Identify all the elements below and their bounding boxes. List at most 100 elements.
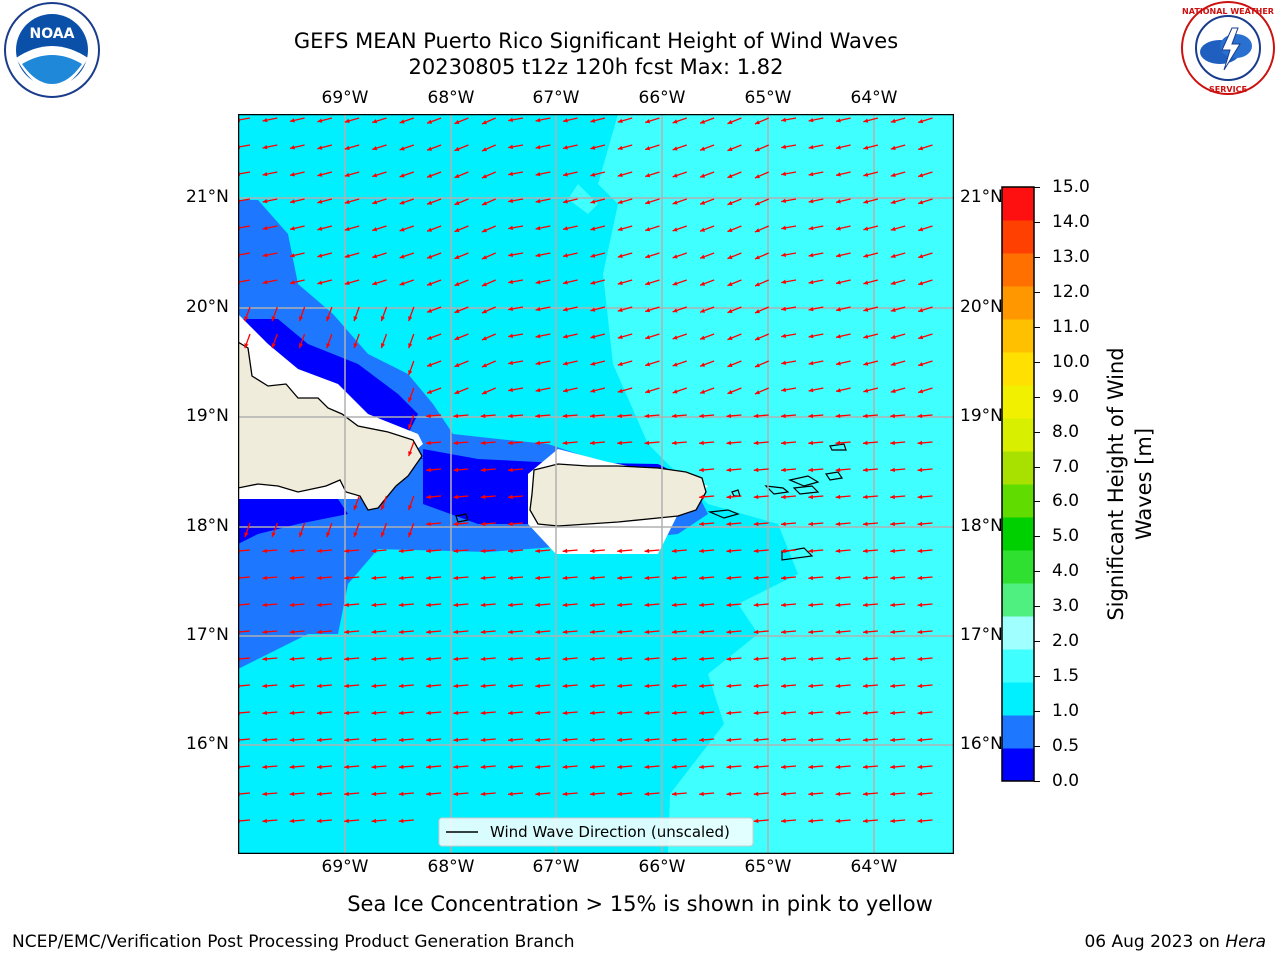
wind-wave-arrowhead	[862, 791, 868, 797]
wind-wave-arrowhead	[754, 336, 760, 341]
wind-wave-arrowhead	[754, 363, 760, 368]
wind-wave-arrowhead	[371, 683, 377, 689]
wind-wave-arrowhead	[726, 710, 732, 716]
wind-wave-arrowhead	[890, 172, 896, 177]
wind-wave-arrowhead	[617, 575, 622, 581]
wind-wave-arrowhead	[699, 764, 704, 770]
wind-wave-arrowhead	[917, 548, 923, 554]
wind-wave-arrowhead	[562, 199, 568, 204]
wind-wave-arrowhead	[917, 791, 923, 797]
wind-wave-arrowhead	[262, 602, 268, 608]
wind-wave-arrowhead	[427, 254, 433, 259]
wind-wave-arrowhead	[617, 710, 622, 716]
wind-wave-arrowhead	[590, 226, 596, 231]
wind-wave-arrowhead	[617, 440, 622, 446]
wind-wave-arrowhead	[508, 413, 513, 419]
colorbar-tick-label: 12.0	[1052, 281, 1090, 302]
wind-wave-arrowhead	[617, 791, 622, 797]
wind-wave-arrowhead	[617, 361, 623, 366]
wind-wave-arrowhead	[508, 225, 514, 230]
wind-wave-arrowhead	[808, 683, 814, 689]
wind-wave-arrowhead	[917, 413, 923, 419]
wind-wave-arrowhead	[781, 683, 786, 689]
wind-wave-arrowhead	[508, 710, 513, 716]
wind-wave-arrowhead	[617, 388, 623, 393]
wind-wave-arrowhead	[535, 360, 541, 366]
colorbar-tick-mark	[1034, 187, 1040, 188]
wind-wave-arrowhead	[754, 282, 760, 287]
wind-wave-arrow	[238, 576, 251, 579]
wind-wave-arrowhead	[399, 281, 405, 286]
wind-wave-arrowhead	[726, 764, 732, 770]
wind-wave-arrowhead	[508, 548, 513, 554]
wind-wave-arrowhead	[289, 656, 295, 662]
wind-wave-arrowhead	[753, 494, 759, 500]
wind-wave-arrowhead	[862, 737, 868, 743]
wind-wave-arrowhead	[781, 710, 786, 716]
wind-wave-arrowhead	[918, 227, 924, 232]
wind-wave-arrowhead	[726, 629, 732, 635]
wind-wave-arrowhead	[590, 307, 596, 312]
wind-wave-arrowhead	[372, 146, 378, 151]
colorbar	[1001, 186, 1035, 782]
wind-wave-arrowhead	[890, 494, 895, 500]
wind-wave-arrowhead	[754, 147, 760, 152]
wind-wave-arrowhead	[862, 440, 868, 446]
colorbar-segment	[1002, 649, 1034, 683]
lon-label-bottom-64w: 64°W	[850, 857, 898, 877]
wind-wave-arrowhead	[617, 413, 622, 419]
wind-wave-arrowhead	[863, 253, 869, 258]
nws-logo: NATIONAL WEATHER SERVICE	[1181, 1, 1275, 95]
wind-wave-arrowhead	[344, 118, 350, 123]
wind-wave-arrowhead	[289, 118, 295, 123]
wind-wave-arrowhead	[863, 172, 869, 177]
wind-wave-arrowhead	[890, 656, 895, 662]
colorbar-tick-label: 1.0	[1052, 701, 1080, 722]
wind-wave-arrowhead	[380, 505, 385, 511]
wind-wave-arrowhead	[408, 532, 413, 538]
map-legend: Wind Wave Direction (unscaled)	[438, 817, 754, 847]
wind-wave-arrowhead	[344, 602, 349, 608]
wind-wave-arrowhead	[371, 791, 377, 797]
wind-wave-arrowhead	[726, 602, 732, 608]
wind-wave-arrowhead	[589, 548, 595, 554]
wind-wave-arrowhead	[244, 316, 249, 322]
wind-wave-arrowhead	[481, 309, 487, 314]
wind-wave-arrowhead	[508, 279, 514, 284]
wind-wave-arrowhead	[535, 548, 541, 554]
wind-wave-arrowhead	[508, 629, 513, 635]
wind-wave-arrowhead	[835, 575, 841, 581]
wind-wave-arrowhead	[890, 737, 895, 743]
wind-wave-arrowhead	[371, 629, 377, 635]
wind-wave-arrowhead	[918, 362, 924, 367]
wind-wave-arrowhead	[480, 602, 486, 608]
wind-wave-arrowhead	[298, 532, 304, 538]
wind-wave-arrowhead	[372, 200, 378, 205]
wind-wave-arrowhead	[671, 710, 677, 716]
wind-wave-arrowhead	[781, 764, 786, 770]
wind-wave-arrowhead	[326, 316, 331, 322]
wind-wave-arrowhead	[262, 117, 268, 123]
wind-wave-arrowhead	[508, 333, 514, 338]
wind-wave-arrowhead	[645, 281, 651, 286]
wind-wave-arrowhead	[589, 656, 595, 662]
wind-wave-arrowhead	[672, 308, 678, 313]
wind-wave-arrowhead	[398, 818, 404, 824]
wind-wave-arrowhead	[890, 548, 895, 554]
lat-label-left-19n: 19°N	[186, 406, 229, 426]
wind-wave-arrowhead	[590, 253, 596, 258]
wind-wave-arrowhead	[426, 467, 431, 473]
wind-wave-arrowhead	[344, 710, 349, 716]
wind-wave-arrowhead	[781, 306, 787, 311]
wind-wave-arrowhead	[835, 334, 841, 339]
wind-wave-arrowhead	[262, 575, 268, 581]
wind-wave-arrowhead	[271, 532, 276, 538]
wind-wave-arrowhead	[726, 440, 732, 446]
wind-wave-arrowhead	[918, 389, 924, 394]
wind-wave-arrowhead	[781, 467, 786, 473]
wind-wave-arrowhead	[781, 575, 786, 581]
wind-wave-arrowhead	[617, 683, 622, 689]
wind-wave-arrowhead	[754, 228, 760, 233]
wind-wave-arrowhead	[562, 764, 568, 770]
wind-wave-arrowhead	[481, 255, 487, 260]
